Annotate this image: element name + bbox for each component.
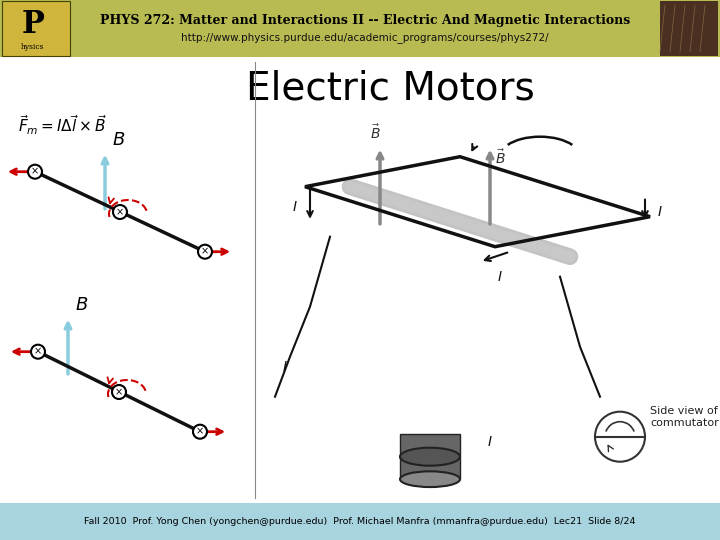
Text: Side view of
commutator: Side view of commutator — [650, 406, 719, 428]
Ellipse shape — [400, 471, 460, 487]
Bar — [0, 503, 720, 540]
Circle shape — [28, 165, 42, 179]
Text: I: I — [658, 205, 662, 219]
Text: ×: × — [115, 387, 123, 397]
Text: I: I — [488, 435, 492, 449]
Text: $\vec{B}$: $\vec{B}$ — [369, 123, 380, 141]
Text: Electric Motors: Electric Motors — [246, 70, 534, 107]
Circle shape — [31, 345, 45, 359]
Text: ×: × — [196, 427, 204, 437]
Text: P: P — [21, 9, 44, 40]
Text: I: I — [498, 269, 502, 284]
Text: I: I — [283, 360, 287, 374]
Bar — [660, 1, 718, 56]
Text: PHYS 272: Matter and Interactions II -- Electric And Magnetic Interactions: PHYS 272: Matter and Interactions II -- … — [100, 14, 630, 27]
Circle shape — [113, 205, 127, 219]
Text: hysics: hysics — [21, 43, 45, 51]
Circle shape — [595, 411, 645, 462]
Text: http://www.physics.purdue.edu/academic_programs/courses/phys272/: http://www.physics.purdue.edu/academic_p… — [181, 32, 549, 43]
Bar — [0, 0, 720, 57]
Text: Fall 2010  Prof. Yong Chen (yongchen@purdue.edu)  Prof. Michael Manfra (mmanfra@: Fall 2010 Prof. Yong Chen (yongchen@purd… — [84, 517, 636, 526]
Text: $\vec{F}_m = I\Delta\vec{l} \times \vec{B}$: $\vec{F}_m = I\Delta\vec{l} \times \vec{… — [18, 113, 107, 137]
Text: $\vec{B}$: $\vec{B}$ — [495, 148, 505, 167]
Bar — [400, 434, 460, 479]
Text: ×: × — [34, 347, 42, 357]
Text: B: B — [76, 296, 89, 314]
Text: B: B — [113, 131, 125, 149]
Circle shape — [112, 385, 126, 399]
Text: ×: × — [116, 207, 124, 217]
Circle shape — [193, 424, 207, 438]
Text: ×: × — [31, 167, 39, 177]
Ellipse shape — [400, 448, 460, 465]
Text: I: I — [293, 200, 297, 214]
Circle shape — [198, 245, 212, 259]
Bar — [2, 1, 70, 56]
Text: ×: × — [201, 247, 209, 256]
